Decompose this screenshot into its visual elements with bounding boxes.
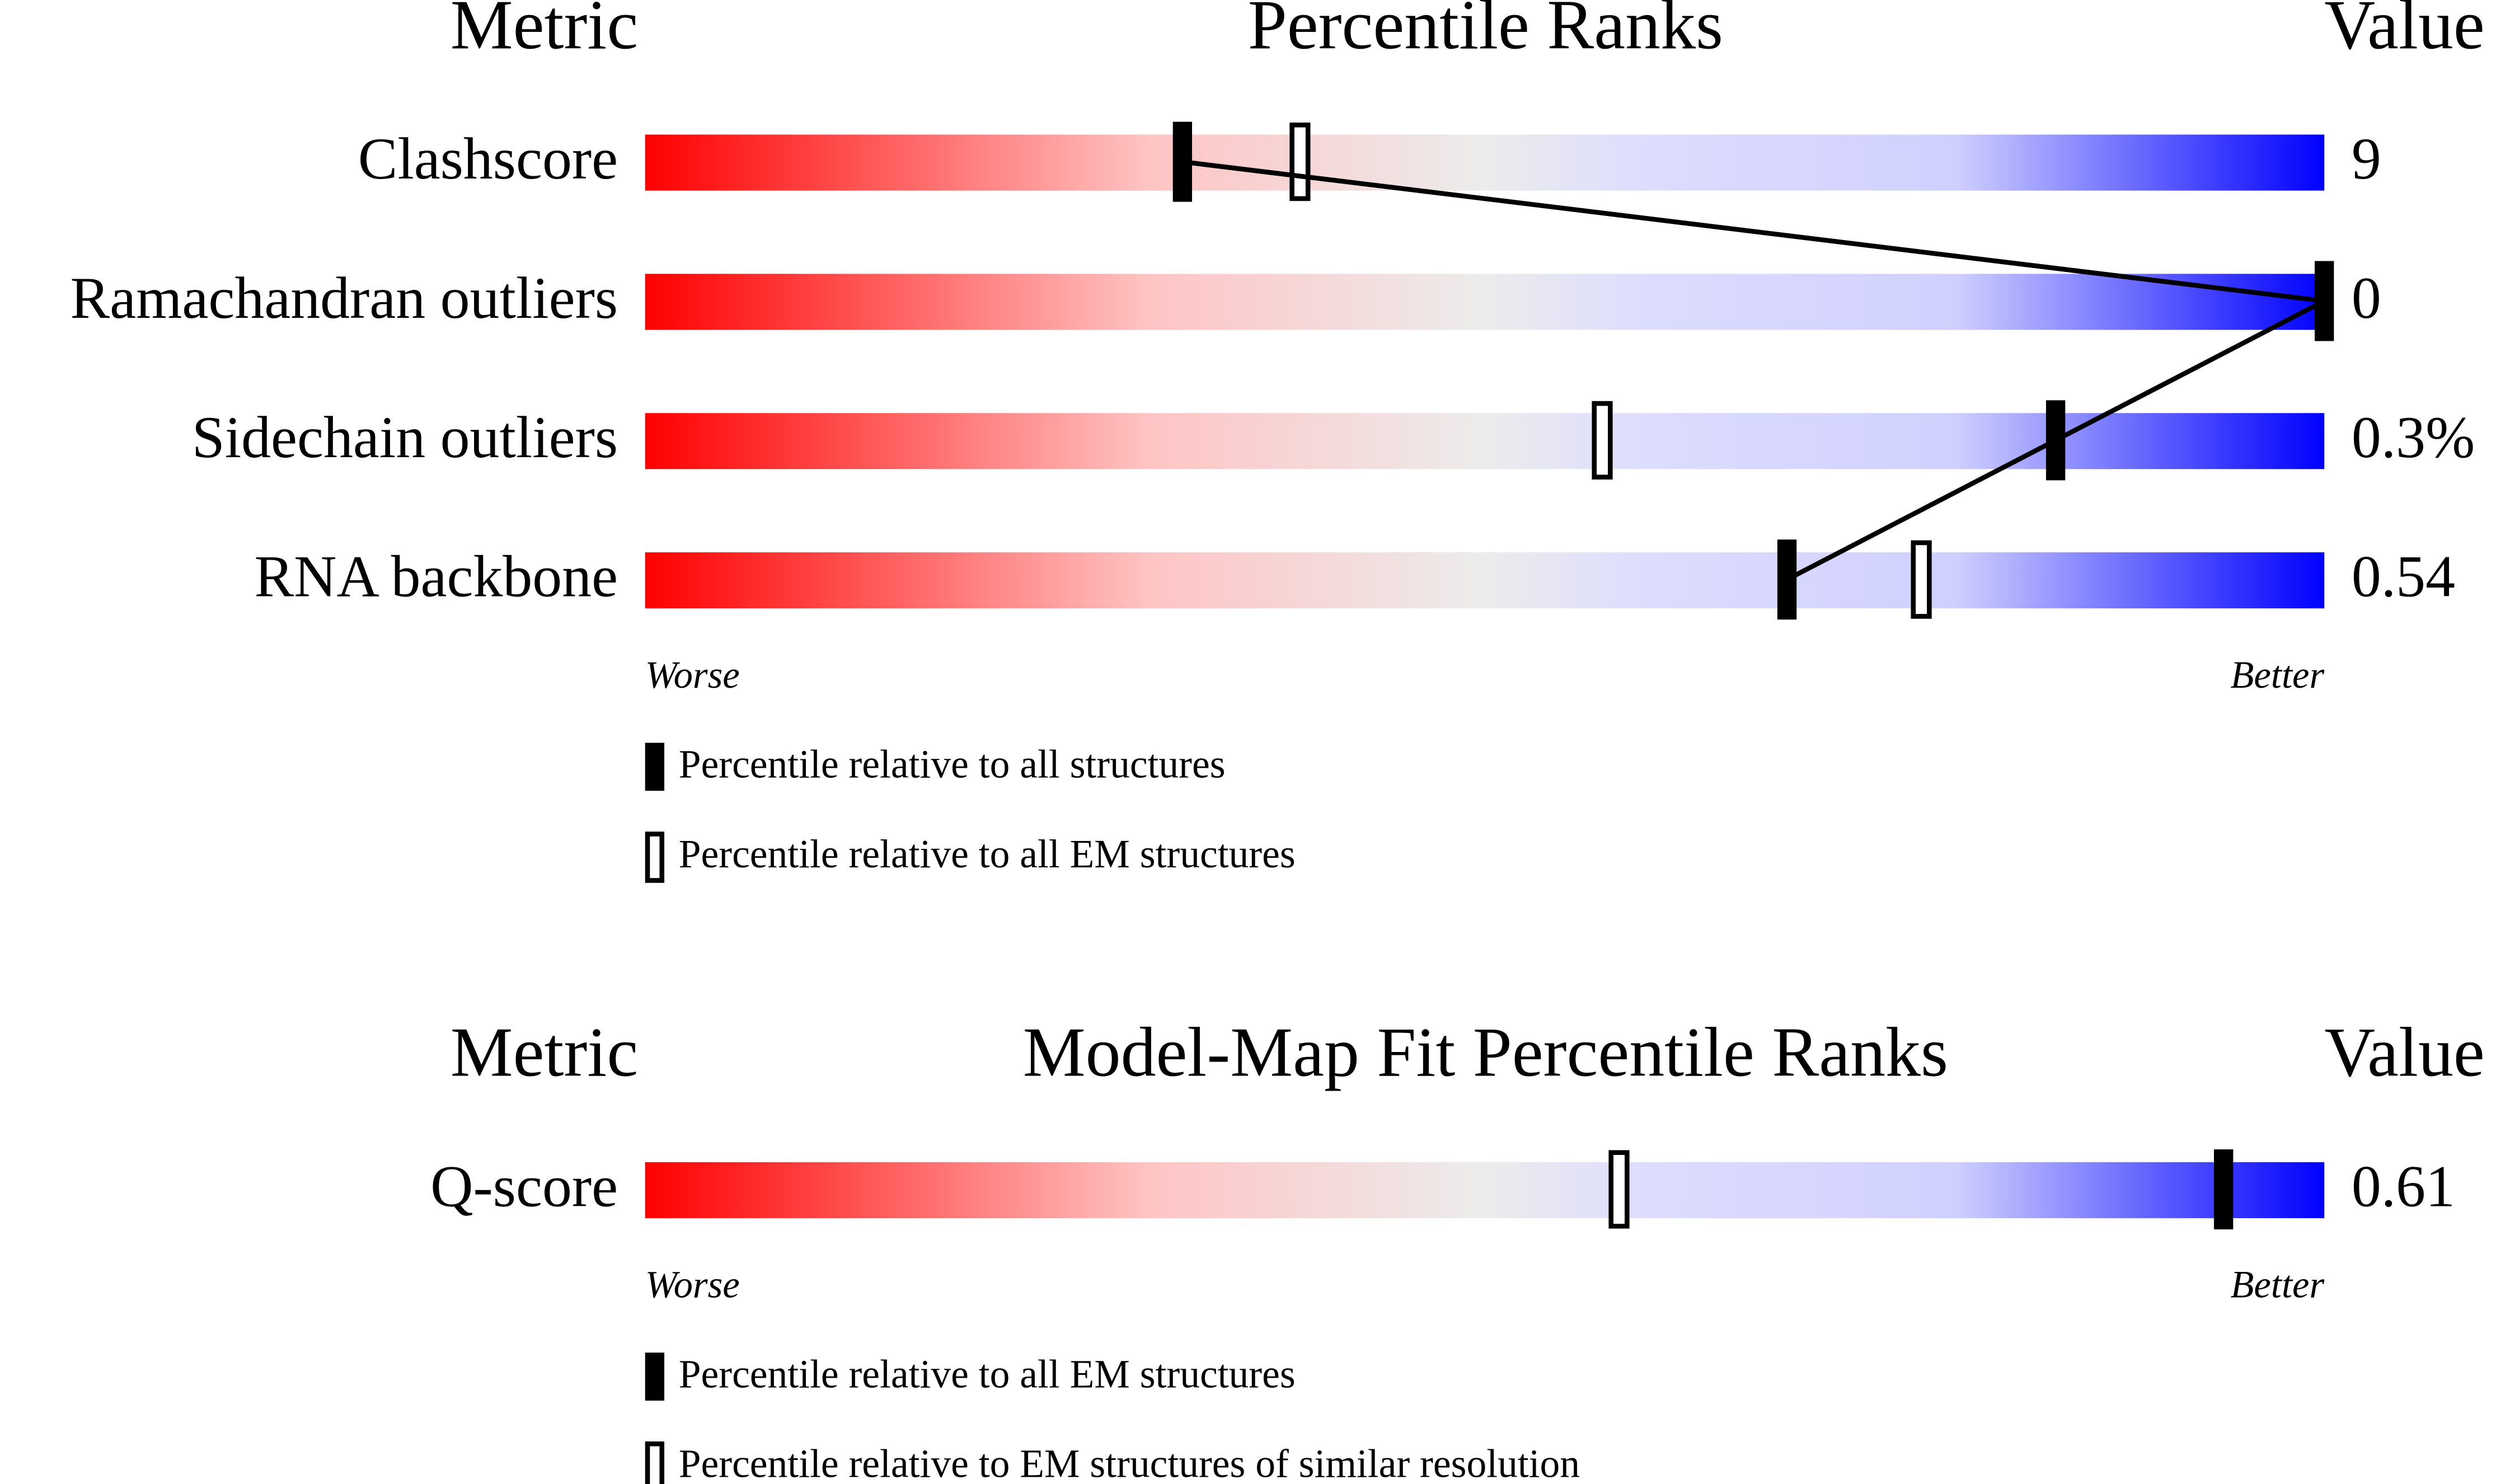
value-header: Value bbox=[2324, 1014, 2485, 1092]
open-marker bbox=[1289, 123, 1311, 201]
metric-label: Clashscore bbox=[358, 126, 618, 191]
better-label: Better bbox=[2231, 1264, 2325, 1306]
solid-marker bbox=[2045, 400, 2066, 481]
metric-label: Q-score bbox=[430, 1153, 618, 1219]
value-header: Value bbox=[2324, 0, 2485, 64]
legend-open-icon bbox=[645, 1441, 665, 1484]
legend-solid-icon bbox=[645, 1352, 665, 1401]
legend-solid-icon bbox=[645, 743, 665, 791]
metric-value: 0.3% bbox=[2352, 405, 2475, 470]
legend-open-text: Percentile relative to all EM structures bbox=[679, 832, 1296, 876]
solid-marker bbox=[2214, 1149, 2234, 1229]
metric-value: 9 bbox=[2352, 126, 2381, 191]
solid-marker bbox=[1172, 121, 1193, 202]
open-marker bbox=[1911, 540, 1932, 619]
open-marker bbox=[1608, 1150, 1630, 1229]
better-label: Better bbox=[2231, 654, 2325, 696]
metric-label: Ramachandran outliers bbox=[71, 265, 618, 331]
legend-solid-text: Percentile relative to all structures bbox=[679, 743, 1226, 787]
slider-bar bbox=[645, 134, 2325, 191]
slider-bar bbox=[645, 552, 2325, 609]
metric-header: Metric bbox=[451, 0, 638, 64]
metric-value: 0.54 bbox=[2352, 544, 2455, 609]
solid-marker bbox=[2315, 261, 2334, 341]
connector-line bbox=[1182, 159, 2333, 582]
metric-header: Metric bbox=[451, 1014, 638, 1092]
metric-value: 0 bbox=[2352, 265, 2381, 331]
slider-bar bbox=[645, 1162, 2325, 1218]
open-marker bbox=[1592, 401, 1613, 480]
worse-label: Worse bbox=[645, 654, 740, 696]
legend-open-icon bbox=[645, 832, 665, 883]
slider-bar bbox=[645, 413, 2325, 469]
panel-title: Percentile Ranks bbox=[1248, 0, 1723, 64]
solid-marker bbox=[1777, 539, 1797, 620]
metric-label: Sidechain outliers bbox=[192, 405, 618, 470]
legend-solid-text: Percentile relative to all EM structures bbox=[679, 1352, 1296, 1396]
metric-label: RNA backbone bbox=[255, 544, 618, 609]
metric-value: 0.61 bbox=[2352, 1153, 2455, 1219]
legend-open-text: Percentile relative to EM structures of … bbox=[679, 1442, 1580, 1484]
worse-label: Worse bbox=[645, 1264, 740, 1306]
slider-bar bbox=[645, 274, 2325, 330]
panel-title: Model-Map Fit Percentile Ranks bbox=[1023, 1014, 1948, 1092]
